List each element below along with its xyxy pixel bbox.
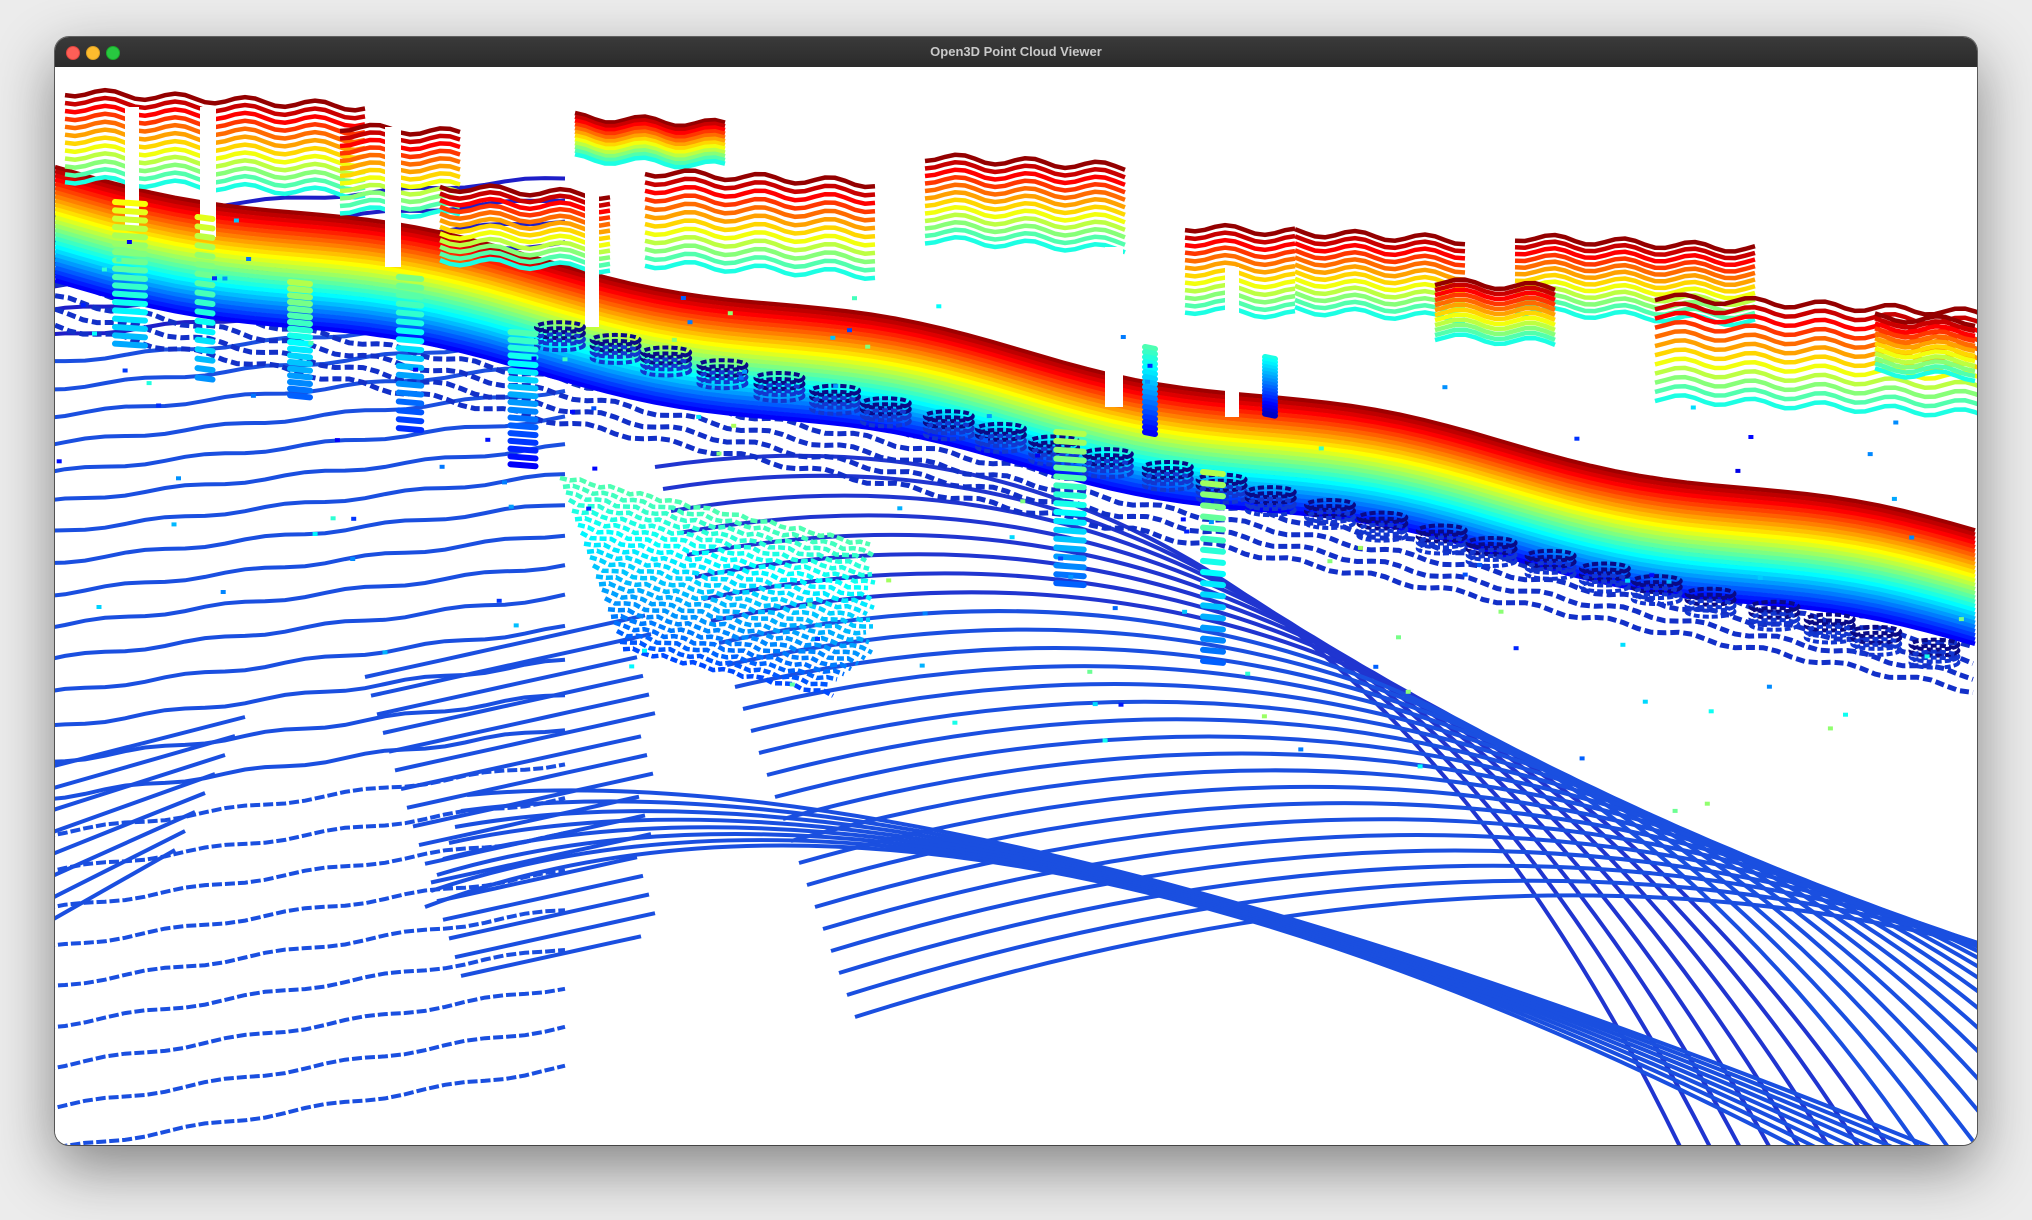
viewer-window: Open3D Point Cloud Viewer [55,37,1977,1145]
point-cloud-canvas[interactable] [55,67,1977,1145]
close-button[interactable] [66,46,80,60]
scattered-points [56,218,1964,813]
building-wall-points [55,87,1977,646]
window-title: Open3D Point Cloud Viewer [930,44,1102,59]
pole-points [112,199,1278,666]
window-titlebar[interactable]: Open3D Point Cloud Viewer [55,37,1977,68]
minimize-button[interactable] [86,46,100,60]
near-car-points [559,475,876,698]
maximize-button[interactable] [106,46,120,60]
point-cloud-viewport[interactable] [55,67,1977,1145]
